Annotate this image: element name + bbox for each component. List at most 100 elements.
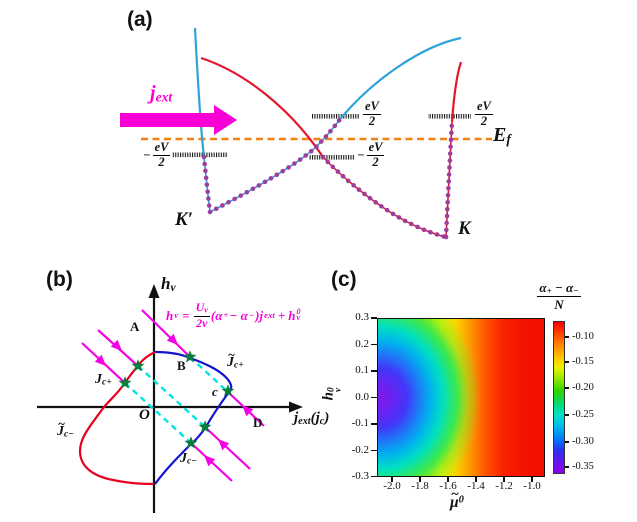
j-ext-base: j [150,82,156,104]
blue-band-occupied-ascending [209,117,342,213]
paren-open: ( [310,410,316,426]
level-denominator: 2 [158,155,165,170]
mu-sup: 0 [458,494,464,506]
minus-sign: − [357,147,365,162]
drive-arrow-3b [204,455,216,467]
J-base: J [57,424,64,439]
level-label-left: − eV 2 [143,140,171,170]
level-denominator: 2 [372,155,379,170]
colorbar-tick [565,414,569,416]
jump-line-middle [137,365,206,428]
eq-alpha-minus-sub: − [248,309,255,320]
colorbar-tick [565,441,569,443]
jump-line-B-c [189,356,229,393]
colorbar [553,321,565,474]
point-c-label: c [212,384,218,399]
b-x-axis-arrowhead [289,401,303,413]
red-band-top-left [200,56,317,148]
N-denominator: N [554,296,564,312]
drive-arrow-2b [218,439,230,451]
hv-base: h [161,274,171,293]
eq-alpha-plus: (α [210,307,223,323]
drive-line-1-upper [141,309,191,358]
fermi-base: E [493,124,507,146]
J-sub: c+ [234,360,244,371]
colorbar-tick [565,361,569,363]
red-band-right-steep-top [450,61,463,123]
hv-sub: v [170,281,176,295]
external-current-arrow [120,105,237,135]
y-tick [371,475,377,477]
valley-label-k: K [458,218,471,239]
J-base: J [180,451,187,466]
J-base: J [95,372,102,387]
y-tick-label: 0.0 [355,390,369,403]
y-tick-label: -0.2 [351,443,369,456]
jext-base: j [294,410,299,426]
minus-sign: − [143,147,151,162]
x-tick-label: -1.8 [411,480,429,492]
alpha-minus-sub: − [573,285,579,296]
jc-plus-label: Jc+ [95,373,112,388]
panel-b-label: (b) [46,268,73,291]
x-tick-label: -1.2 [495,480,513,492]
drive-arrow-1a [166,333,178,345]
J-sub: c+ [102,377,112,388]
eq-alpha-plus-sub: + [223,309,229,320]
colorbar-tick [565,387,569,389]
eq-frac-num: U [195,300,205,314]
level-numerator: eV [152,140,171,156]
alpha-plus: α [539,280,547,295]
y-tick-label: 0.3 [355,311,369,323]
J-base: J [227,355,234,370]
colorbar-tick-label: -0.20 [572,382,594,393]
red-band-occupied-descending [322,156,447,238]
panel-a-label: (a) [127,8,153,31]
j-ext-label: jext [150,83,172,104]
occupation-dots-descending [320,154,449,240]
eq-lhs: h [166,307,174,323]
origin-label: O [139,407,150,423]
y-tick [371,423,377,425]
colorbar-tick-label: -0.15 [572,356,594,367]
level-hatch-center-top [312,114,360,119]
eq-rhs-sup: 0 [296,306,301,316]
level-numerator: eV [475,99,493,115]
jump-line-lower [124,382,192,444]
eq-rhs: h [288,307,296,323]
drive-line-2-lower [204,426,251,470]
eq-plus: + [277,307,286,323]
alpha-minus: α [566,280,574,295]
b-y-axis-arrowhead [148,284,160,298]
tilde-mark: ~ [228,348,235,363]
x-tick [419,477,421,482]
x-tick [391,477,393,482]
eq-lhs-sub: v [174,309,179,320]
y-tick [371,396,377,399]
level-label-center-top: eV 2 [363,100,381,128]
point-A-label: A [130,319,140,334]
drive-arrow-3a [94,354,106,366]
J-sub: c− [64,429,74,440]
jc-minus-tilde-label: ~ Jc− [57,418,74,440]
colorbar-tick-label: -0.35 [572,461,594,472]
x-tick [503,477,505,482]
jext-sub: ext [298,415,311,427]
y-tick-label: -0.3 [351,469,369,482]
y-tick-label: 0.1 [355,364,369,376]
j-ext-sub: ext [155,89,173,105]
fermi-level-label: Ef [493,125,511,146]
occupation-dots-right-steep [443,119,455,240]
valley-label-kprime: K′ [175,209,194,230]
level-denominator: 2 [480,114,488,129]
colorbar-tick-label: -0.30 [572,436,594,447]
level-label-center-bottom: − eV 2 [357,141,385,170]
colorbar-tick-label: -0.25 [572,409,594,420]
eq-rhs-sub: v [296,313,301,323]
h0v-sub: v [333,387,344,393]
occupation-dots-left-steep [201,154,213,215]
eq-alpha-minus: − α [229,307,248,323]
y-tick [371,370,377,372]
